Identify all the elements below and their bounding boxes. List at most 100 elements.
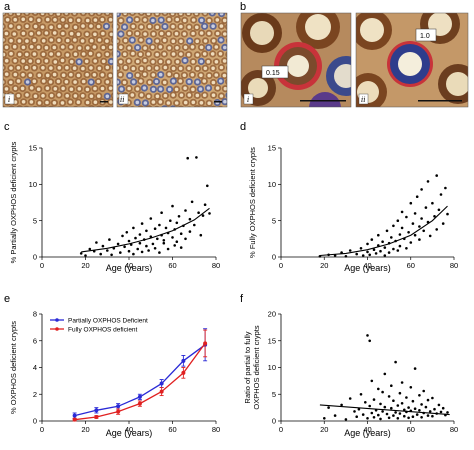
crypt-cell xyxy=(73,105,79,107)
crypt-lumen xyxy=(96,24,101,29)
crypt-lumen xyxy=(171,93,175,97)
data-point xyxy=(147,249,150,252)
crypt-lumen xyxy=(127,73,132,78)
data-point xyxy=(175,221,179,225)
crypt-cell xyxy=(137,13,145,16)
crypt-lumen xyxy=(170,13,175,16)
crypt-lumen xyxy=(130,38,135,42)
y-tick-label: 15 xyxy=(268,144,276,153)
x-axis-label: Age (years) xyxy=(344,428,391,438)
crypt-lumen xyxy=(81,24,85,28)
crypt-lumen xyxy=(76,100,81,104)
data-point xyxy=(409,201,413,205)
crypt-lumen xyxy=(123,38,128,43)
crypt-lumen xyxy=(72,66,77,70)
data-point xyxy=(366,417,369,420)
crypt-lumen xyxy=(147,66,151,70)
data-point xyxy=(398,412,402,415)
data-point xyxy=(179,246,183,249)
data-point xyxy=(377,413,380,417)
callout-value-0-15: 0.15 xyxy=(266,70,280,77)
data-point xyxy=(136,247,139,251)
crypt-lumen xyxy=(21,100,26,104)
data-point xyxy=(156,237,159,241)
crypt-lumen xyxy=(228,66,232,70)
crypt-lumen xyxy=(195,53,200,57)
data-point xyxy=(435,228,439,231)
crypt-lumen xyxy=(147,80,152,85)
crypt-lumen xyxy=(77,87,82,91)
crypt-lumen xyxy=(21,59,26,63)
crypt-lumen xyxy=(76,73,81,78)
crypt-lumen xyxy=(146,94,151,99)
crypt-lumen xyxy=(13,72,18,77)
micrograph-a-ii: ii xyxy=(116,12,235,108)
data-point xyxy=(197,211,200,214)
data-point xyxy=(366,334,369,337)
crypt-lumen xyxy=(28,59,33,63)
y-tick-label: 2 xyxy=(33,390,37,399)
crypt-cell xyxy=(225,78,227,85)
crypt-lumen xyxy=(4,72,9,76)
crypt-lumen xyxy=(89,13,94,15)
data-point xyxy=(361,254,365,257)
data-point xyxy=(415,413,419,416)
crypt-cell xyxy=(110,36,113,44)
data-point xyxy=(431,396,434,400)
data-point xyxy=(153,227,157,230)
crypt-lumen xyxy=(105,39,109,43)
data-point xyxy=(420,416,423,419)
crypt-lumen xyxy=(146,13,151,16)
crypt-lumen xyxy=(3,52,6,57)
crypt-lumen xyxy=(29,17,33,22)
crypt-lumen xyxy=(105,52,109,57)
crypt-lumen xyxy=(179,39,183,43)
crypt-lumen xyxy=(118,60,123,64)
crypt-lumen xyxy=(44,31,49,35)
crypt-lumen xyxy=(183,86,187,90)
data-point xyxy=(151,242,155,246)
crypt-lumen xyxy=(105,94,110,99)
crypt-lumen xyxy=(12,32,17,36)
data-point xyxy=(439,410,443,414)
x-axis-label: Age (years) xyxy=(106,263,153,273)
data-point xyxy=(405,396,408,399)
crypt-lumen xyxy=(114,66,118,70)
crypt-lumen xyxy=(202,24,207,29)
crypt-lumen xyxy=(131,24,135,29)
crypt-lumen xyxy=(42,107,46,111)
crypt-lumen xyxy=(93,59,97,63)
crypt-lumen xyxy=(77,46,82,50)
data-point xyxy=(387,395,391,398)
crypt-lumen xyxy=(148,106,150,107)
crypt-lumen xyxy=(211,93,216,97)
data-point xyxy=(396,249,400,252)
y-tick-label: 15 xyxy=(268,336,276,345)
crypt-lumen xyxy=(199,59,204,64)
crypt-lumen xyxy=(127,31,132,36)
crypt-lumen xyxy=(37,101,42,105)
crypt-cell xyxy=(81,106,86,107)
data-point xyxy=(153,247,157,250)
crypt-lumen xyxy=(158,72,163,77)
x-tick-label: 40 xyxy=(363,261,371,270)
crypt-lumen xyxy=(143,32,147,36)
crypt-lumen xyxy=(77,60,81,64)
crypt-lumen xyxy=(16,66,21,70)
crypt-lumen xyxy=(60,101,65,105)
crypt-lumen xyxy=(25,93,29,97)
crypt-lumen xyxy=(29,32,34,36)
crypt-lumen xyxy=(231,101,235,105)
data-point xyxy=(424,405,428,409)
crypt-lumen xyxy=(151,87,156,92)
data-point xyxy=(370,411,374,415)
crypt-lumen xyxy=(41,52,46,57)
data-point xyxy=(377,233,380,237)
data-point xyxy=(424,206,428,209)
crypt-lumen xyxy=(186,13,191,15)
crypt-lumen xyxy=(159,31,164,36)
crypt-lumen xyxy=(85,72,89,77)
chart-e: 0 20 40 60 80 0 2 4 6 8 Age (years) % OXPHOS defici… xyxy=(9,310,220,438)
crypt-lumen xyxy=(4,45,9,50)
data-point xyxy=(383,372,387,376)
